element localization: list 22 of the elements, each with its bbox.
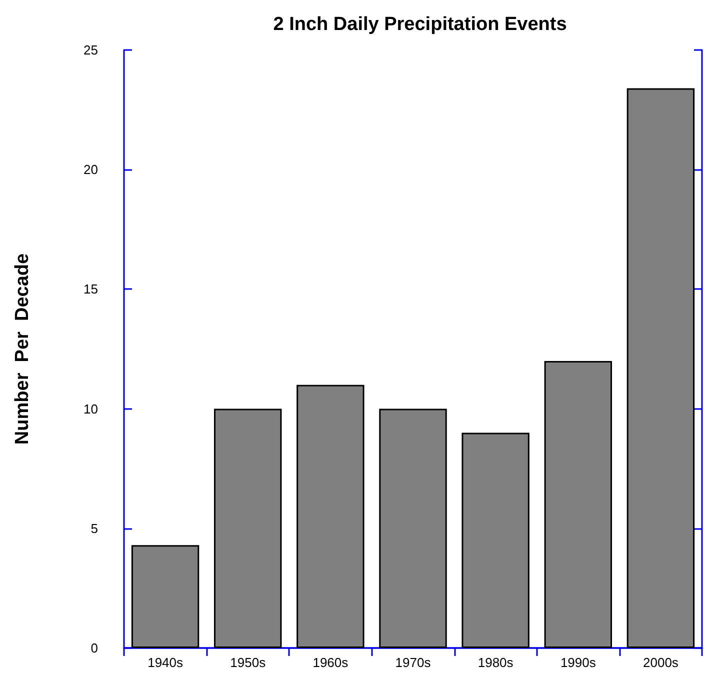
- bar: [379, 408, 447, 648]
- chart-title: 2 Inch Daily Precipitation Events: [273, 14, 567, 35]
- y-tick-label: 10: [84, 401, 98, 416]
- y-tick-label: 20: [84, 162, 98, 178]
- x-tick-label: 1950s: [230, 655, 266, 670]
- x-tick-label: 1970s: [395, 655, 432, 670]
- x-tick-label: 1940s: [148, 655, 184, 670]
- x-tick-label: 1960s: [312, 655, 349, 670]
- bar: [626, 88, 695, 648]
- x-tick-label: 1990s: [560, 655, 596, 670]
- bar: [131, 545, 200, 648]
- bar: [544, 360, 612, 648]
- y-tick-label: 15: [84, 282, 98, 297]
- bar: [296, 384, 364, 648]
- x-tick-label: 1980s: [478, 655, 514, 670]
- y-tick-label: 0: [90, 640, 98, 656]
- y-axis-title: Number Per Decade: [12, 253, 33, 445]
- bar: [214, 408, 282, 648]
- y-tick-label: 25: [84, 42, 98, 58]
- bar: [462, 432, 530, 648]
- y-tick-label: 5: [90, 520, 98, 536]
- x-tick-label: 2000s: [643, 655, 679, 670]
